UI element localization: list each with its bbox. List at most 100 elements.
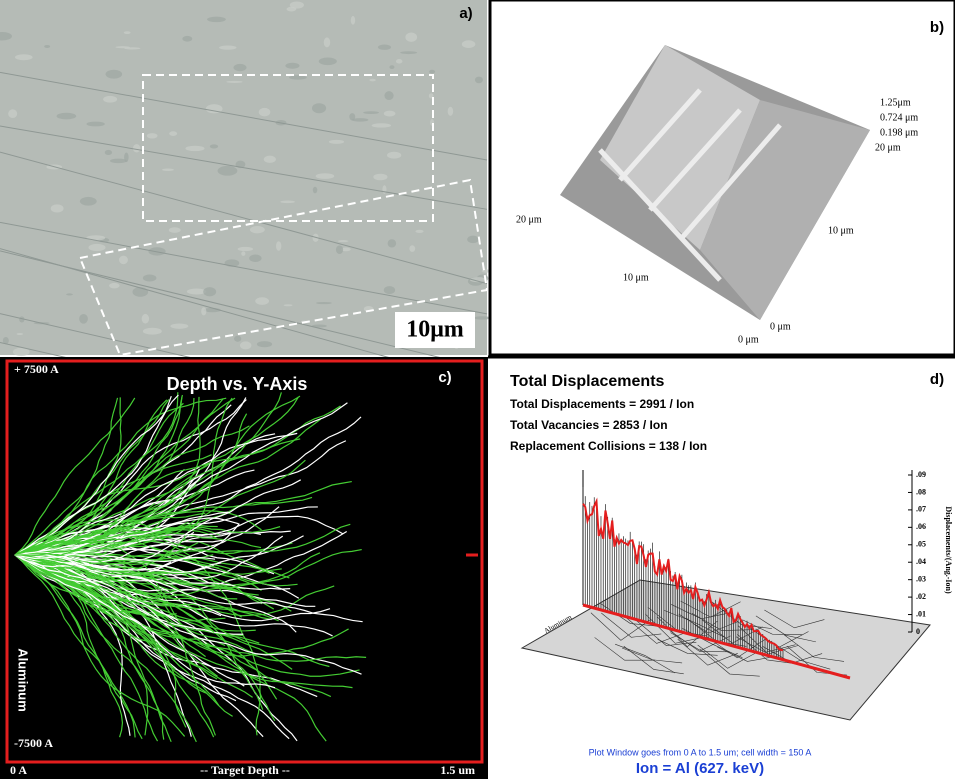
y-label: -7500 A [14,736,53,750]
z-label: 0.198 μm [880,127,918,138]
speck [240,341,251,349]
speck [17,333,24,335]
speck [284,304,293,306]
speck [312,103,326,113]
z-tick-label: .07 [916,505,926,514]
speck [210,144,218,148]
speck [257,341,272,347]
z-tick-label: .09 [916,470,926,479]
axis-label: 20 μm [875,142,901,153]
z-label: 0.724 μm [880,112,918,123]
speck [387,152,401,159]
x-label: 1.5 um [440,763,475,777]
speck [143,275,157,282]
window-note: Plot Window goes from 0 A to 1.5 um; cel… [589,747,812,757]
panel-label: d) [930,371,944,388]
speck [324,37,330,47]
speck [51,204,64,212]
speck [124,152,129,162]
speck [66,293,73,295]
speck [162,169,174,172]
speck [241,251,245,255]
z-label: 1.25μm [880,97,911,108]
axis-label: 20 μm [516,214,542,225]
z-tick-label: .02 [916,592,926,601]
speck [276,241,281,250]
axis-label: 0 μm [770,321,791,332]
x-title: -- Target Depth -- [200,763,290,777]
speck [170,323,188,328]
speck [203,287,216,296]
panel-label: a) [459,5,472,22]
ion-label: Ion = Al (627. keV) [636,760,764,777]
y-label: + 7500 A [14,362,59,376]
stat: Replacement Collisions = 138 / Ion [510,439,707,453]
speck [44,45,50,48]
speck [109,283,120,288]
speck [132,287,148,297]
z-title: Displacements/(Ang.-Ion) [944,506,953,594]
speck [313,187,318,194]
panel-title: Total Displacements [510,373,665,390]
speck [15,54,33,60]
axis-label: 10 μm [828,225,854,236]
speck [88,244,105,251]
panel-label: b) [930,19,944,36]
speck [384,286,395,294]
speck [409,245,415,252]
speck [405,33,417,42]
speck [249,254,261,262]
axis-label: 10 μm [623,272,649,283]
speck [233,64,246,71]
speck [429,70,435,74]
speck [124,47,140,49]
speck [289,75,307,79]
speck [285,63,299,69]
z-tick-label: .06 [916,522,926,531]
speck [219,46,236,50]
speck [8,109,17,118]
speck [349,113,355,120]
scale-bar-label: 10μm [406,317,464,343]
speck [143,328,162,335]
speck [80,197,97,206]
speck [384,111,396,117]
speck [280,201,295,204]
speck [103,96,117,103]
speck [474,316,491,319]
speck [388,239,397,247]
speck [264,156,276,163]
speck [201,307,206,315]
speck [373,174,387,181]
speck [182,36,192,42]
speck [106,70,123,79]
stat: Total Displacements = 2991 / Ion [510,397,694,411]
panel-label: c) [438,369,451,386]
speck [382,185,386,194]
speck [287,7,297,12]
speck [207,17,226,23]
speck [448,107,454,116]
speck [133,144,140,152]
side-label: Aluminum [16,648,31,712]
speck [250,226,265,233]
speck [86,235,105,240]
speck [316,302,332,304]
speck [169,227,181,233]
speck [124,31,131,34]
z-tick-label: .01 [916,609,926,618]
z-tick-label: .05 [916,540,926,549]
speck [142,314,149,324]
speck [400,51,417,54]
speck [378,45,391,50]
speck [372,123,391,127]
speck [255,297,269,305]
stat: Total Vacancies = 2853 / Ion [510,418,668,432]
speck [169,131,177,136]
figure: 10μm a) b) 1.25μm 0.724 μm 0.198 μm 20 μ… [0,0,955,779]
speck [316,173,335,179]
speck [475,77,483,84]
speck [185,146,204,151]
x-label: 0 A [10,763,27,777]
panel-title: Depth vs. Y-Axis [167,374,308,394]
